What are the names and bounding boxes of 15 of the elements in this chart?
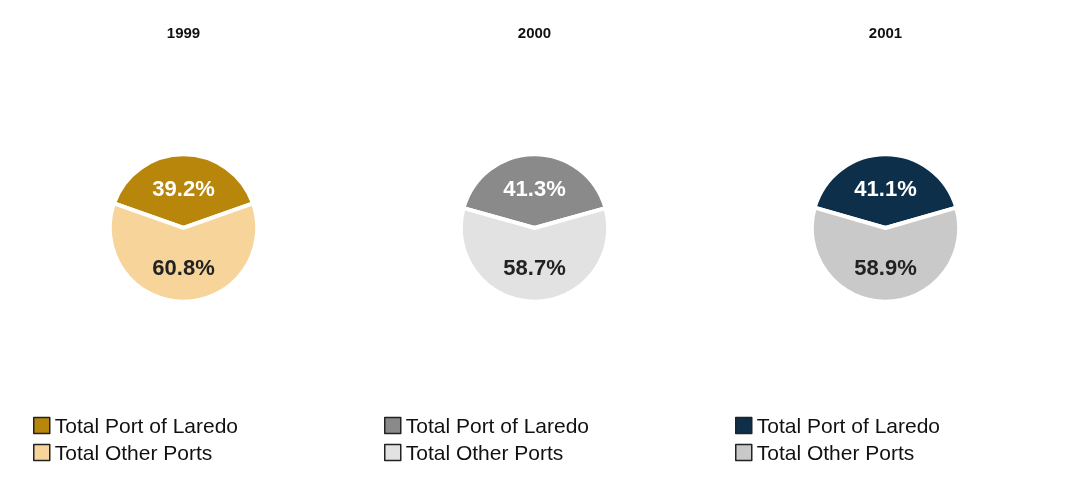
data-label: 58.9% — [854, 255, 917, 281]
data-label: 60.8% — [152, 255, 215, 281]
legend-label: Total Other Ports — [405, 441, 564, 464]
legend-label: Total Port of Laredo — [756, 414, 941, 437]
legend-label: Total Other Ports — [756, 441, 915, 464]
data-label: 41.3% — [503, 175, 566, 201]
legend-label: Total Port of Laredo — [54, 414, 239, 437]
data-label: 58.7% — [503, 255, 566, 281]
data-label: 39.2% — [152, 175, 215, 201]
legend-label: Total Other Ports — [54, 441, 213, 464]
chart-title: 1999 — [166, 24, 201, 41]
legend-label: Total Port of Laredo — [405, 414, 590, 437]
chart-title: 2000 — [517, 24, 552, 41]
chart-title: 2001 — [868, 24, 903, 41]
data-label: 41.1% — [854, 175, 917, 201]
